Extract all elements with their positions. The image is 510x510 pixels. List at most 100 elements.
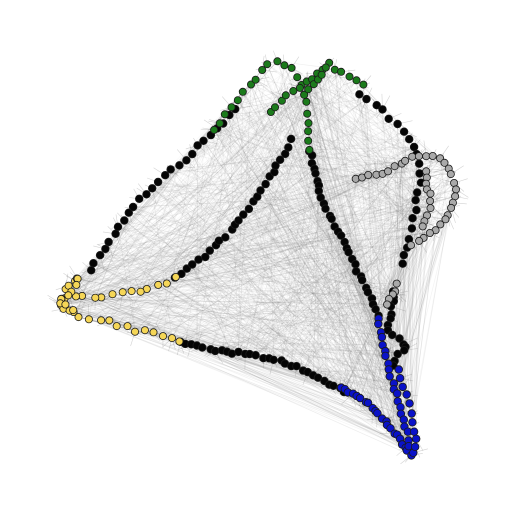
- edge: [122, 201, 254, 293]
- edge: [73, 311, 417, 440]
- edge: [242, 91, 379, 325]
- edge: [219, 123, 390, 370]
- edge: [65, 229, 436, 305]
- node-gray: [447, 203, 456, 212]
- edge: [243, 214, 402, 415]
- node-green: [277, 96, 286, 105]
- edge: [88, 318, 405, 427]
- edge: [76, 278, 383, 346]
- edge: [88, 224, 236, 320]
- node-black: [393, 349, 402, 359]
- edge: [316, 73, 441, 159]
- edge: [68, 76, 298, 296]
- edge: [340, 387, 394, 390]
- edge: [151, 188, 173, 339]
- node-green: [270, 103, 279, 112]
- edge: [191, 306, 391, 345]
- edge: [134, 331, 416, 448]
- edge: [170, 146, 415, 170]
- edge: [170, 76, 350, 170]
- edge: [384, 123, 398, 352]
- edge: [238, 220, 353, 260]
- edge: [263, 338, 400, 359]
- node-blue: [374, 319, 383, 329]
- edge: [68, 294, 409, 447]
- edge: [290, 226, 335, 367]
- edge: [76, 278, 397, 284]
- edge: [64, 195, 456, 299]
- edge: [396, 196, 456, 394]
- edge: [109, 320, 389, 370]
- edge: [250, 84, 400, 370]
- edge: [127, 153, 417, 327]
- edge: [215, 244, 408, 248]
- edge: [317, 180, 425, 222]
- edge: [226, 247, 348, 352]
- edge: [265, 183, 389, 326]
- node-blue: [355, 393, 365, 403]
- node-black: [412, 205, 421, 215]
- edge: [108, 241, 410, 404]
- edge: [71, 291, 400, 339]
- edge: [229, 114, 379, 319]
- edge: [81, 295, 398, 436]
- edge: [218, 240, 404, 256]
- edge: [231, 94, 286, 108]
- edge: [215, 350, 406, 449]
- edge: [105, 215, 428, 250]
- edge: [171, 298, 390, 339]
- edge: [340, 71, 445, 164]
- edge: [174, 91, 244, 278]
- edge: [296, 235, 342, 367]
- edge: [68, 285, 399, 370]
- edge: [356, 80, 383, 346]
- edge: [234, 224, 342, 236]
- edge: [398, 196, 456, 370]
- edge: [274, 107, 423, 227]
- edge: [75, 264, 193, 297]
- edge: [171, 65, 285, 339]
- edge: [170, 84, 364, 170]
- node-black: [199, 136, 208, 145]
- node-yellow: [61, 300, 70, 309]
- edge: [186, 160, 297, 367]
- edge: [170, 169, 400, 370]
- edge: [166, 283, 390, 300]
- edge: [367, 173, 452, 293]
- edge: [166, 283, 192, 345]
- edge: [210, 89, 309, 350]
- node-blue: [398, 382, 407, 392]
- node-green: [281, 91, 290, 100]
- node-black: [271, 161, 280, 170]
- edge: [192, 153, 417, 211]
- edge: [313, 84, 363, 281]
- edge: [88, 306, 391, 320]
- edge: [232, 153, 417, 230]
- edge: [344, 241, 395, 302]
- node-black: [95, 250, 105, 260]
- edge: [166, 283, 292, 367]
- node-black: [160, 170, 170, 180]
- edge: [334, 69, 431, 194]
- edge: [196, 220, 425, 346]
- edge: [117, 226, 219, 242]
- edge: [109, 76, 298, 321]
- edge: [100, 254, 394, 302]
- edge: [68, 220, 239, 287]
- edge: [132, 206, 406, 348]
- edge: [116, 190, 261, 327]
- edge: [144, 174, 369, 331]
- edge: [166, 192, 418, 284]
- edge: [281, 62, 330, 361]
- edge: [81, 295, 341, 389]
- edge: [93, 232, 430, 264]
- edge: [291, 67, 377, 175]
- node-gray: [414, 152, 423, 161]
- edge: [253, 90, 294, 202]
- edge: [274, 171, 407, 448]
- edge: [146, 288, 379, 317]
- node-black: [234, 216, 243, 225]
- edge: [216, 128, 395, 390]
- edge: [202, 347, 386, 352]
- edge: [196, 131, 309, 346]
